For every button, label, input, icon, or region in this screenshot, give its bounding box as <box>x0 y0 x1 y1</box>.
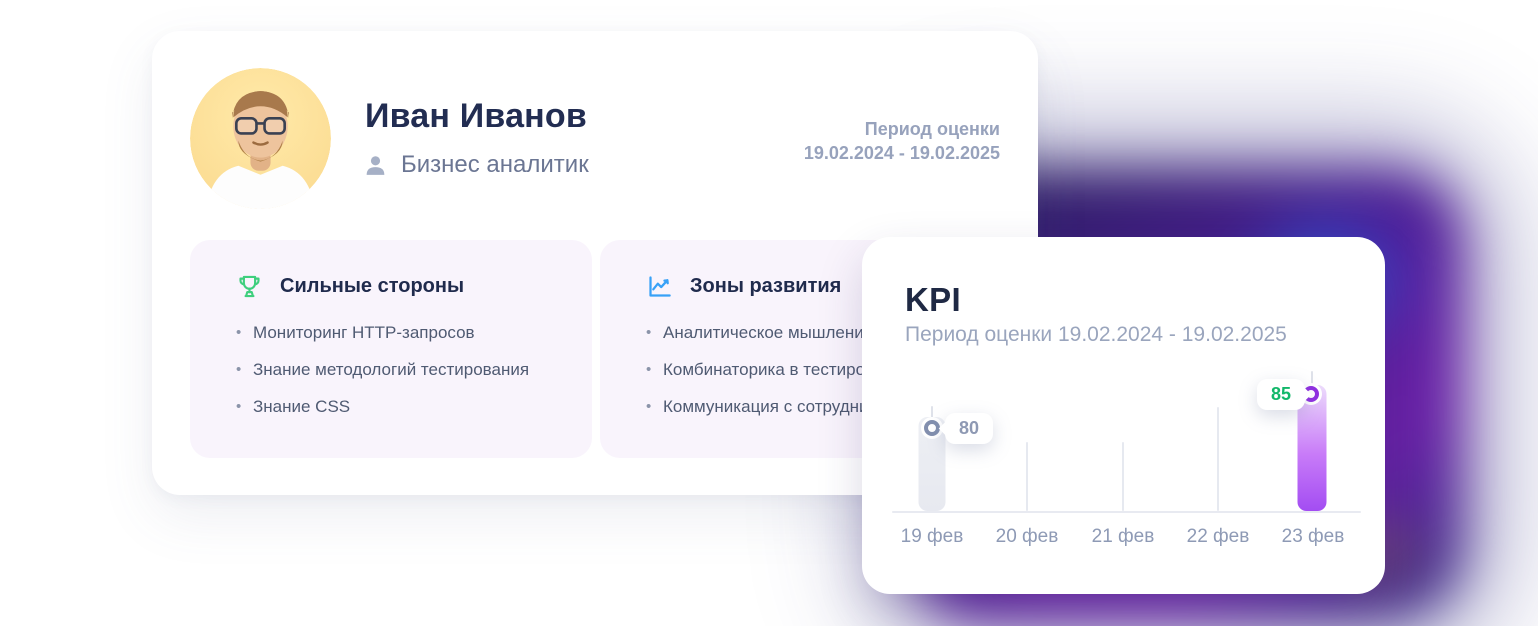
x-axis-label: 20 фев <box>995 526 1059 547</box>
value-badge-80: 80 <box>945 413 994 444</box>
profile-role-label: Бизнес аналитик <box>401 151 589 178</box>
strengths-header: Сильные стороны <box>236 273 562 300</box>
development-item: Аналитическое мышление <box>646 323 972 343</box>
x-axis-label: 19 фев <box>900 526 964 547</box>
profile-role: Бизнес аналитик <box>363 151 589 179</box>
chart-baseline <box>892 511 1361 513</box>
profile-name: Иван Иванов <box>365 97 587 135</box>
strengths-title: Сильные стороны <box>280 275 465 297</box>
kpi-period-subtitle: Период оценки 19.02.2024 - 19.02.2025 <box>905 323 1287 346</box>
kpi-bar-chart: 80 85 19 фев 20 фев 21 фев 22 фев 23 фев <box>862 237 1385 594</box>
strengths-list: Мониторинг HTTP-запросов Знание методоло… <box>236 323 562 417</box>
avatar-illustration <box>190 68 331 209</box>
strengths-item: Мониторинг HTTP-запросов <box>236 323 562 343</box>
development-zones-header: Зоны развития <box>646 273 972 300</box>
strengths-item: Знание методологий тестирования <box>236 360 562 380</box>
development-zones-list: Аналитическое мышление Комбинаторика в т… <box>646 323 972 417</box>
evaluation-period-label: Период оценки <box>864 119 1000 139</box>
chart-line-icon <box>646 273 673 300</box>
gridline <box>1026 442 1028 511</box>
kpi-title: KPI <box>905 281 961 318</box>
bar-top-tick <box>1311 371 1313 385</box>
bar-top-tick <box>931 406 933 418</box>
strengths-item: Знание CSS <box>236 397 562 417</box>
x-axis-label: 22 фев <box>1186 526 1250 547</box>
development-item: Коммуникация с сотрудниками <box>646 397 972 417</box>
evaluation-period: Период оценки 19.02.2024 - 19.02.2025 <box>804 117 1000 165</box>
user-icon <box>363 153 388 178</box>
x-axis-label: 23 фев <box>1281 526 1345 547</box>
gridline <box>1217 407 1219 511</box>
trophy-icon <box>236 273 263 300</box>
gridline <box>1122 442 1124 511</box>
avatar <box>190 68 331 209</box>
development-item: Комбинаторика в тестировании <box>646 360 972 380</box>
development-zones-title: Зоны развития <box>690 275 842 297</box>
value-badge-85: 85 <box>1257 379 1306 410</box>
x-axis-label: 21 фев <box>1091 526 1155 547</box>
strengths-card: Сильные стороны Мониторинг HTTP-запросов… <box>190 240 592 458</box>
kpi-card: KPI Период оценки 19.02.2024 - 19.02.202… <box>862 237 1385 594</box>
evaluation-period-value: 19.02.2024 - 19.02.2025 <box>803 143 1000 163</box>
